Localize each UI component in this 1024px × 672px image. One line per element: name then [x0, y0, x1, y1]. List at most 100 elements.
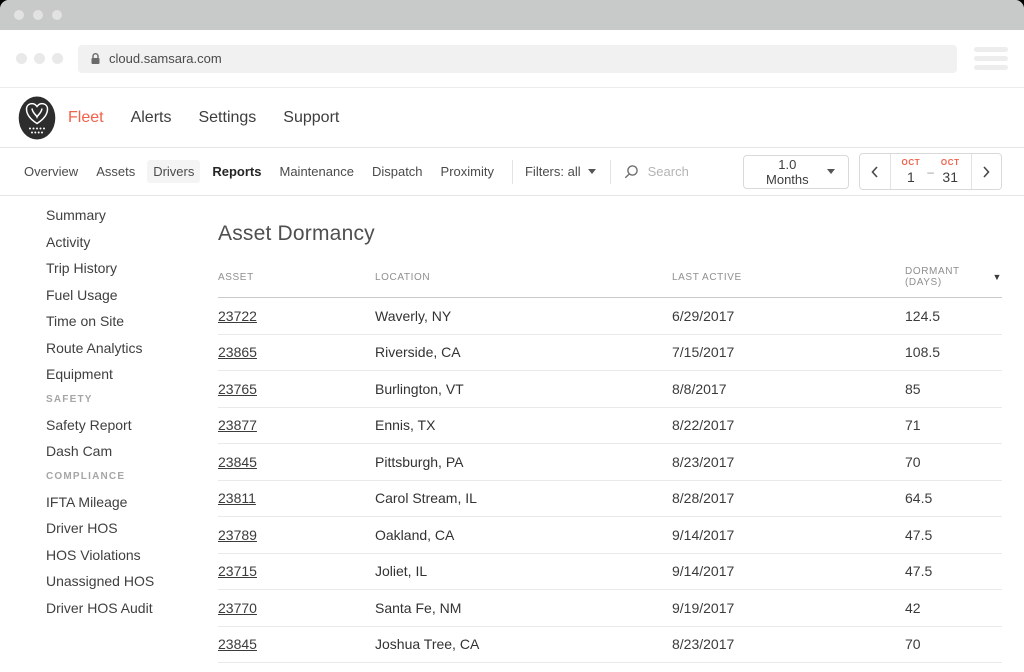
nav-alerts[interactable]: Alerts [130, 108, 172, 126]
window-control-dot[interactable] [52, 10, 62, 20]
search-icon [624, 164, 638, 178]
nav-fleet[interactable]: Fleet [68, 108, 104, 126]
column-header-location[interactable]: LOCATION [375, 266, 672, 288]
date-range-display[interactable]: OCT 1 – OCT 31 [891, 154, 971, 189]
chevron-right-icon [983, 165, 990, 178]
column-header-dormant-days[interactable]: DORMANT (DAYS) ▼ [905, 266, 1002, 288]
browser-nav-dot[interactable] [52, 53, 63, 64]
page-title: Asset Dormancy [218, 222, 375, 245]
table-row: 23845 Joshua Tree, CA 8/23/2017 70 [218, 627, 1002, 663]
asset-link[interactable]: 23765 [218, 380, 257, 397]
sidebar-item-ifta-mileage[interactable]: IFTA Mileage [46, 493, 128, 510]
column-header-last-active[interactable]: LAST ACTIVE [672, 266, 905, 288]
report-toolbar: Overview Assets Drivers Reports Maintenance D… [0, 148, 1024, 196]
tab-dispatch[interactable]: Dispatch [371, 164, 423, 179]
tab-proximity[interactable]: Proximity [440, 164, 494, 179]
asset-link[interactable]: 23722 [218, 307, 257, 324]
location-cell: Riverside, CA [375, 344, 461, 361]
table-body: 23722 Waverly, NY 6/29/2017 124.5 23865 River… [218, 298, 1002, 663]
window-control-dot[interactable] [33, 10, 43, 20]
search-box[interactable]: Search [623, 164, 743, 180]
nav-support[interactable]: Support [283, 108, 340, 126]
samsara-logo[interactable] [18, 96, 56, 140]
tab-overview[interactable]: Overview [24, 164, 79, 179]
asset-link[interactable]: 23715 [218, 563, 257, 580]
table-row: 23811 Carol Stream, IL 8/28/2017 64.5 [218, 481, 1002, 517]
location-cell: Carol Stream, IL [375, 490, 477, 507]
previous-period-button[interactable] [860, 154, 891, 189]
location-cell: Joshua Tree, CA [375, 636, 480, 653]
dormant-days-cell: 71 [905, 417, 921, 434]
location-cell: Waverly, NY [375, 307, 452, 324]
table-row: 23845 Pittsburgh, PA 8/23/2017 70 [218, 444, 1002, 481]
location-cell: Joliet, IL [375, 563, 428, 580]
location-cell: Pittsburgh, PA [375, 453, 464, 470]
asset-link[interactable]: 23865 [218, 344, 257, 361]
tab-maintenance[interactable]: Maintenance [279, 164, 354, 179]
sidebar-section-compliance: COMPLIANCE [46, 470, 126, 482]
filters-label: Filters: all [524, 164, 581, 179]
sort-descending-icon: ▼ [992, 271, 1002, 282]
nav-settings[interactable]: Settings [198, 108, 257, 126]
tab-drivers[interactable]: Drivers [147, 160, 201, 183]
sidebar-item-route-analytics[interactable]: Route Analytics [46, 339, 143, 356]
last-active-cell: 8/28/2017 [672, 490, 735, 507]
window-titlebar [0, 0, 1024, 30]
end-day: 31 [942, 169, 958, 185]
sidebar-item-safety-report[interactable]: Safety Report [46, 416, 132, 433]
date-range-dropdown[interactable]: 1.0 Months [742, 154, 850, 189]
location-cell: Burlington, VT [375, 380, 464, 397]
asset-link[interactable]: 23845 [218, 453, 257, 470]
sidebar-item-trip-history[interactable]: Trip History [46, 260, 118, 276]
window-control-dot[interactable] [14, 10, 24, 20]
app-header: Fleet Alerts Settings Support [0, 88, 1024, 148]
table-row: 23789 Oakland, CA 9/14/2017 47.5 [218, 517, 1002, 554]
secondary-nav: Overview Assets Drivers Reports Maintenance D… [18, 160, 506, 183]
asset-link[interactable]: 23770 [218, 599, 257, 616]
chevron-down-icon [587, 169, 596, 174]
sidebar-item-driver-hos-audit[interactable]: Driver HOS Audit [46, 599, 153, 616]
sidebar-item-equipment[interactable]: Equipment [46, 366, 113, 382]
asset-link[interactable]: 23789 [218, 526, 257, 543]
asset-link[interactable]: 23845 [218, 636, 257, 653]
dormant-days-cell: 64.5 [905, 490, 933, 507]
tab-reports[interactable]: Reports [212, 164, 262, 179]
asset-link[interactable]: 23811 [218, 490, 256, 507]
location-cell: Ennis, TX [375, 417, 436, 434]
sidebar-item-driver-hos[interactable]: Driver HOS [46, 520, 118, 536]
browser-toolbar: cloud.samsara.com [0, 30, 1024, 88]
search-placeholder: Search [647, 164, 689, 179]
browser-menu-icon[interactable] [974, 47, 1008, 70]
asset-link[interactable]: 23877 [218, 417, 257, 434]
dormant-days-cell: 85 [905, 380, 921, 397]
owl-logo-icon [18, 96, 56, 139]
last-active-cell: 8/23/2017 [672, 453, 735, 470]
next-period-button[interactable] [970, 154, 1001, 189]
table-row: 23722 Waverly, NY 6/29/2017 124.5 [218, 298, 1002, 335]
filters-dropdown[interactable]: Filters: all [525, 164, 596, 179]
column-header-asset[interactable]: ASSET [218, 266, 375, 288]
sidebar-item-time-on-site[interactable]: Time on Site [46, 313, 125, 329]
sidebar-item-unassigned-hos[interactable]: Unassigned HOS [46, 573, 155, 589]
tab-assets[interactable]: Assets [96, 164, 136, 179]
dormant-days-cell: 47.5 [905, 563, 933, 580]
browser-nav-dot[interactable] [16, 53, 27, 64]
date-range-label: 1.0 Months [766, 156, 809, 187]
column-label: ASSET [218, 271, 254, 283]
end-date: OCT 31 [941, 159, 960, 185]
dormant-days-cell: 70 [905, 636, 921, 653]
dormant-days-cell: 124.5 [905, 307, 941, 324]
sidebar-item-activity[interactable]: Activity [46, 233, 91, 250]
url-text: cloud.samsara.com [109, 51, 222, 66]
divider [511, 159, 513, 184]
column-label: DORMANT (DAYS) [905, 266, 960, 288]
location-cell: Oakland, CA [375, 526, 455, 543]
sidebar-item-summary[interactable]: Summary [46, 207, 106, 223]
sidebar-item-hos-violations[interactable]: HOS Violations [46, 546, 141, 563]
sidebar-item-dash-cam[interactable]: Dash Cam [46, 443, 113, 459]
browser-nav-dot[interactable] [34, 53, 45, 64]
sidebar-item-fuel-usage[interactable]: Fuel Usage [46, 286, 118, 303]
address-bar[interactable]: cloud.samsara.com [78, 44, 957, 73]
last-active-cell: 9/19/2017 [672, 599, 735, 616]
last-active-cell: 9/14/2017 [672, 526, 735, 543]
